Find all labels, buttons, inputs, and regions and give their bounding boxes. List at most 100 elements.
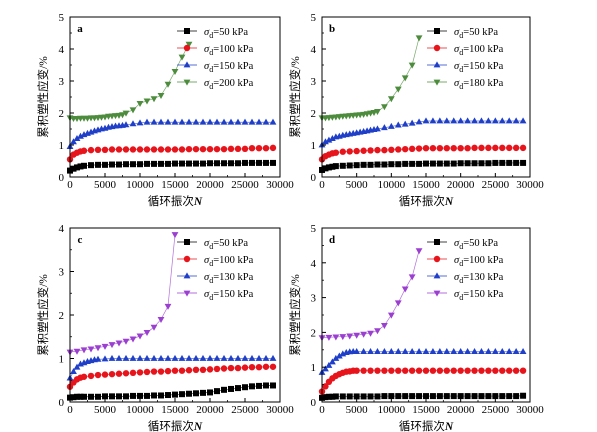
y-tick-label: 1 <box>59 140 65 152</box>
panel-label: d <box>329 234 335 246</box>
x-tick-label: 0 <box>319 404 325 416</box>
data-point <box>178 354 186 361</box>
data-point <box>450 117 458 124</box>
data-point <box>262 118 270 125</box>
series-1 <box>319 159 527 173</box>
y-tick-label: 1 <box>311 140 317 152</box>
data-point <box>74 164 80 171</box>
series-line <box>69 44 190 119</box>
data-point <box>471 144 478 152</box>
data-point <box>387 347 395 354</box>
x-tick-label: 15000 <box>412 179 440 191</box>
data-point <box>151 160 157 167</box>
data-point <box>165 392 171 399</box>
data-point <box>171 232 179 239</box>
series-line <box>69 234 176 353</box>
data-point <box>519 367 527 374</box>
data-point <box>402 145 409 153</box>
data-point <box>499 159 506 166</box>
x-axis-label: 循环振次N <box>399 419 454 432</box>
legend-entry: σd=100 kPa <box>427 44 504 57</box>
legend-marker <box>183 290 191 297</box>
data-point <box>164 354 172 361</box>
x-tick-label: 0 <box>67 179 73 191</box>
data-point <box>492 367 499 374</box>
data-point <box>506 144 513 152</box>
data-point <box>178 54 186 61</box>
data-point <box>464 347 471 354</box>
data-point <box>457 393 464 400</box>
data-point <box>221 160 227 167</box>
data-point <box>464 145 471 152</box>
data-point <box>255 118 263 125</box>
data-point <box>374 125 381 132</box>
series-2 <box>318 144 527 163</box>
data-point <box>269 118 277 125</box>
data-point <box>415 35 423 42</box>
data-point <box>157 93 165 99</box>
data-point <box>234 118 242 125</box>
legend: σd=50 kPa σd=100 kPa σd=150 kPa σd=180 kPa <box>427 27 504 91</box>
data-point <box>199 118 207 125</box>
data-point <box>415 248 423 255</box>
y-tick-label: 5 <box>311 12 317 24</box>
data-point <box>178 146 186 153</box>
data-point <box>108 342 116 349</box>
data-point <box>506 367 513 374</box>
y-axis-label: 累积塑性应变/% <box>288 274 302 356</box>
data-point <box>443 393 450 400</box>
legend-marker <box>434 28 440 34</box>
legend-marker <box>434 239 440 245</box>
data-point <box>150 354 158 361</box>
data-point <box>144 160 150 167</box>
data-point <box>172 391 178 398</box>
data-point <box>137 392 143 399</box>
data-point <box>164 118 172 125</box>
data-point <box>457 160 464 167</box>
y-tick-label: 0 <box>311 397 317 409</box>
legend-entry: σd=130 kPa <box>427 272 504 285</box>
data-point <box>353 347 361 354</box>
data-point <box>450 347 458 354</box>
data-point <box>248 145 256 152</box>
legend-marker <box>433 272 441 279</box>
data-point <box>394 121 402 128</box>
plot-frame <box>321 16 531 178</box>
data-point <box>408 119 416 126</box>
data-point <box>422 145 430 152</box>
data-point <box>381 104 388 111</box>
data-point <box>498 347 506 354</box>
data-point <box>436 160 443 167</box>
data-point <box>492 159 499 166</box>
data-point <box>381 161 388 168</box>
data-point <box>408 145 416 153</box>
data-point <box>192 354 200 361</box>
data-point <box>374 367 381 374</box>
data-point <box>422 347 430 354</box>
data-point <box>228 160 234 167</box>
data-point <box>262 354 270 361</box>
data-point <box>263 382 269 389</box>
data-point <box>423 393 429 400</box>
data-point <box>129 336 137 343</box>
data-point <box>436 393 443 400</box>
data-point <box>520 159 527 166</box>
data-point <box>408 347 416 354</box>
data-point <box>73 363 81 370</box>
data-point <box>416 393 423 400</box>
data-point <box>499 367 506 374</box>
data-point <box>255 145 263 152</box>
x-tick-label: 5000 <box>346 404 369 416</box>
series-line <box>321 250 420 338</box>
data-point <box>186 160 192 167</box>
data-point <box>332 334 340 341</box>
data-point <box>457 145 464 152</box>
data-point <box>329 163 336 170</box>
data-point <box>101 146 109 153</box>
data-point <box>109 393 115 400</box>
data-point <box>199 145 207 153</box>
data-point <box>115 340 123 347</box>
data-point <box>478 347 485 354</box>
data-point <box>457 347 465 354</box>
data-point <box>136 354 144 361</box>
